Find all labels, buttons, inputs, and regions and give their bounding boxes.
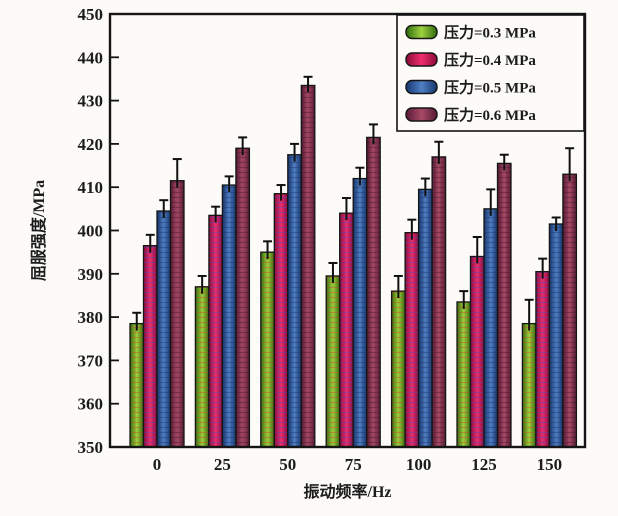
legend-swatch-icon [405,24,438,40]
y-axis-title: 屈服强度/MPa [29,180,48,281]
bar-pattern [130,323,144,447]
y-tick-label: 450 [78,5,104,24]
x-tick-label: 100 [406,455,432,474]
bar-pattern [484,208,498,447]
bar-pattern [562,174,577,447]
bar-pattern [157,211,171,447]
legend-label: 压力=0.5 MPa [444,79,536,97]
y-tick-label: 430 [78,92,104,111]
plot-frame [108,12,587,449]
y-tick-label: 390 [78,265,104,284]
x-axis-title: 振动频率/Hz [304,482,392,501]
bar-pattern [170,180,184,447]
bar-pattern [222,185,236,447]
bar-pattern [235,148,250,448]
y-tick-label: 350 [78,438,104,457]
bar-pattern [339,213,354,447]
bar-pattern [353,178,367,448]
bar-pattern [405,232,419,447]
legend-swatch-icon [405,52,438,67]
bar-pattern [260,252,275,447]
y-tick-label: 380 [78,308,104,327]
bar-pattern [549,224,563,447]
bar-pattern [457,301,471,447]
bar-pattern [535,271,550,447]
y-tick-label: 400 [78,222,104,241]
bar-pattern [432,156,446,447]
bar-pattern [287,154,302,447]
bar-pattern [143,245,157,447]
x-tick-label: 150 [537,455,563,474]
bar-pattern [366,137,381,447]
x-tick-label: 0 [153,455,162,474]
legend-label: 压力=0.6 MPa [444,106,536,124]
bar-pattern [418,189,433,448]
x-tick-label: 75 [345,455,362,474]
y-tick-label: 420 [78,135,104,154]
legend-swatch-icon [405,79,438,95]
x-tick-label: 50 [279,455,296,474]
x-tick-label: 25 [214,455,231,474]
y-tick-label: 410 [78,178,104,197]
legend-label: 压力=0.4 MPa [444,51,536,69]
bar-pattern [497,163,511,447]
bar-pattern [522,323,536,447]
y-tick-label: 370 [78,351,104,370]
x-tick-label: 125 [471,455,497,474]
bar-pattern [208,215,223,447]
y-tick-label: 360 [78,395,104,414]
bar-pattern [274,193,288,447]
bar-pattern [301,85,315,447]
y-tick-label: 440 [78,48,104,67]
legend-swatch-icon [405,107,438,122]
bar-pattern [326,275,340,447]
bar-pattern [195,286,209,447]
bar-pattern [470,256,484,447]
legend-label: 压力=0.3 MPa [444,24,536,42]
bar-pattern [391,291,406,447]
